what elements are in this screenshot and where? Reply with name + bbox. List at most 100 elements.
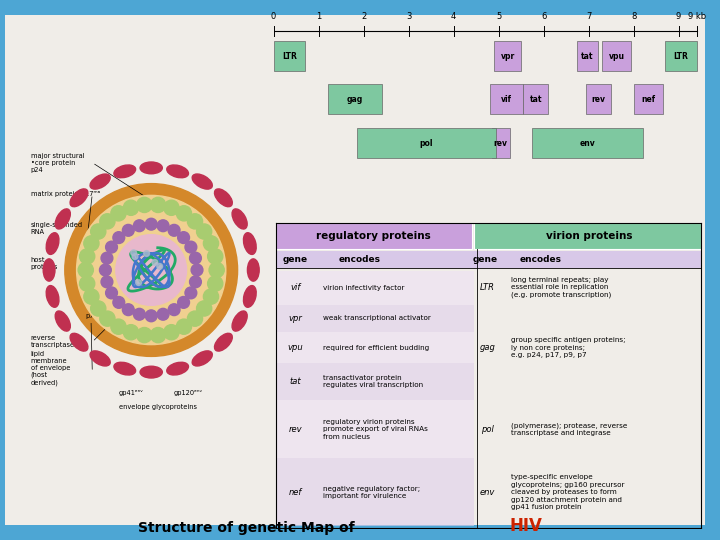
FancyBboxPatch shape bbox=[357, 128, 496, 158]
Circle shape bbox=[157, 220, 169, 232]
Text: 2: 2 bbox=[361, 12, 366, 21]
Ellipse shape bbox=[243, 286, 256, 307]
Text: host
proteins: host proteins bbox=[31, 257, 58, 270]
Circle shape bbox=[137, 197, 152, 213]
Ellipse shape bbox=[43, 259, 55, 281]
Text: virion proteins: virion proteins bbox=[546, 231, 632, 241]
Circle shape bbox=[111, 206, 126, 221]
Text: long terminal repeats; play
essential role in replication
(e.g. promote transcri: long terminal repeats; play essential ro… bbox=[511, 277, 611, 298]
Text: 5: 5 bbox=[496, 12, 501, 21]
Ellipse shape bbox=[192, 174, 212, 189]
Circle shape bbox=[178, 232, 189, 244]
Circle shape bbox=[164, 325, 179, 340]
Ellipse shape bbox=[70, 333, 88, 351]
Text: p9ᴺᶜ: p9ᴺᶜ bbox=[191, 230, 204, 237]
FancyBboxPatch shape bbox=[602, 41, 631, 71]
Circle shape bbox=[144, 251, 150, 256]
Text: vpr: vpr bbox=[288, 314, 302, 323]
Text: major structural
•core protein
p24: major structural •core protein p24 bbox=[31, 153, 84, 173]
Text: Structure of genetic Map of: Structure of genetic Map of bbox=[138, 521, 360, 535]
Text: gene: gene bbox=[283, 255, 307, 264]
FancyBboxPatch shape bbox=[274, 41, 305, 71]
Text: reverse
transcriptase: reverse transcriptase bbox=[31, 335, 75, 348]
Text: 6: 6 bbox=[541, 12, 546, 21]
Circle shape bbox=[84, 236, 99, 251]
Circle shape bbox=[176, 319, 192, 334]
FancyBboxPatch shape bbox=[532, 128, 642, 158]
Circle shape bbox=[176, 206, 192, 221]
Ellipse shape bbox=[232, 209, 247, 229]
FancyBboxPatch shape bbox=[328, 84, 382, 114]
FancyBboxPatch shape bbox=[577, 41, 598, 71]
Ellipse shape bbox=[167, 362, 189, 375]
Text: env: env bbox=[480, 488, 495, 497]
Text: 3: 3 bbox=[406, 12, 411, 21]
Ellipse shape bbox=[114, 165, 135, 178]
Ellipse shape bbox=[70, 189, 88, 207]
Text: LTR: LTR bbox=[673, 52, 688, 60]
Circle shape bbox=[168, 225, 180, 236]
Text: weak transcriptional activator: weak transcriptional activator bbox=[323, 315, 431, 321]
Circle shape bbox=[100, 311, 115, 326]
Text: vpu: vpu bbox=[287, 343, 303, 352]
Text: rev: rev bbox=[494, 139, 508, 147]
Text: gene: gene bbox=[473, 255, 498, 264]
Text: LTR: LTR bbox=[480, 283, 495, 292]
Ellipse shape bbox=[248, 259, 259, 281]
FancyBboxPatch shape bbox=[276, 251, 701, 267]
Text: 0: 0 bbox=[271, 12, 276, 21]
Text: 7: 7 bbox=[586, 12, 591, 21]
Circle shape bbox=[106, 287, 117, 299]
Text: nef: nef bbox=[289, 488, 302, 497]
FancyBboxPatch shape bbox=[474, 223, 701, 249]
Text: 9: 9 bbox=[676, 12, 681, 21]
Ellipse shape bbox=[167, 165, 189, 178]
Circle shape bbox=[185, 287, 197, 299]
Ellipse shape bbox=[192, 351, 212, 366]
Text: regulatory virion proteins
promote export of viral RNAs
from nucleus: regulatory virion proteins promote expor… bbox=[323, 418, 428, 440]
Text: nef: nef bbox=[642, 94, 655, 104]
Text: gag: gag bbox=[346, 94, 363, 104]
Text: HIV: HIV bbox=[509, 517, 542, 535]
Circle shape bbox=[91, 224, 106, 239]
FancyBboxPatch shape bbox=[5, 15, 275, 525]
FancyBboxPatch shape bbox=[276, 223, 472, 249]
Text: envelope glycoproteins: envelope glycoproteins bbox=[119, 403, 197, 409]
Text: transactivator protein
regulates viral transcription: transactivator protein regulates viral t… bbox=[323, 375, 423, 388]
FancyBboxPatch shape bbox=[665, 41, 697, 71]
FancyBboxPatch shape bbox=[276, 305, 474, 332]
FancyBboxPatch shape bbox=[276, 271, 474, 305]
Text: env: env bbox=[580, 139, 595, 147]
Circle shape bbox=[131, 250, 137, 255]
FancyBboxPatch shape bbox=[270, 15, 705, 525]
Circle shape bbox=[106, 241, 117, 253]
Ellipse shape bbox=[215, 189, 233, 207]
Ellipse shape bbox=[116, 235, 186, 305]
Circle shape bbox=[113, 232, 125, 244]
Circle shape bbox=[187, 311, 202, 326]
Circle shape bbox=[197, 224, 212, 239]
Text: vpu: vpu bbox=[608, 52, 625, 60]
Text: lipid
membrane
of envelope
(host
derived): lipid membrane of envelope (host derived… bbox=[31, 350, 70, 386]
Circle shape bbox=[80, 276, 95, 291]
Circle shape bbox=[100, 214, 115, 229]
Circle shape bbox=[150, 197, 166, 213]
Ellipse shape bbox=[90, 174, 110, 189]
Text: 8: 8 bbox=[631, 12, 636, 21]
Circle shape bbox=[178, 296, 189, 308]
Text: tat: tat bbox=[529, 94, 542, 104]
Text: negative regulatory factor;
important for virulence: negative regulatory factor; important fo… bbox=[323, 485, 420, 499]
FancyBboxPatch shape bbox=[586, 84, 611, 114]
Text: matrix protein p17ᵐᵃ: matrix protein p17ᵐᵃ bbox=[31, 191, 100, 197]
Ellipse shape bbox=[46, 233, 59, 254]
Text: LTR: LTR bbox=[282, 52, 297, 60]
Circle shape bbox=[191, 264, 203, 276]
Circle shape bbox=[84, 289, 99, 304]
Text: rev: rev bbox=[592, 94, 606, 104]
Circle shape bbox=[137, 327, 152, 343]
Circle shape bbox=[145, 310, 157, 322]
Text: tat: tat bbox=[581, 52, 594, 60]
Text: type-specific envelope
glycoproteins; gp160 precursor
cleaved by proteases to fo: type-specific envelope glycoproteins; gp… bbox=[511, 474, 625, 510]
FancyBboxPatch shape bbox=[492, 128, 510, 158]
Ellipse shape bbox=[90, 351, 110, 366]
